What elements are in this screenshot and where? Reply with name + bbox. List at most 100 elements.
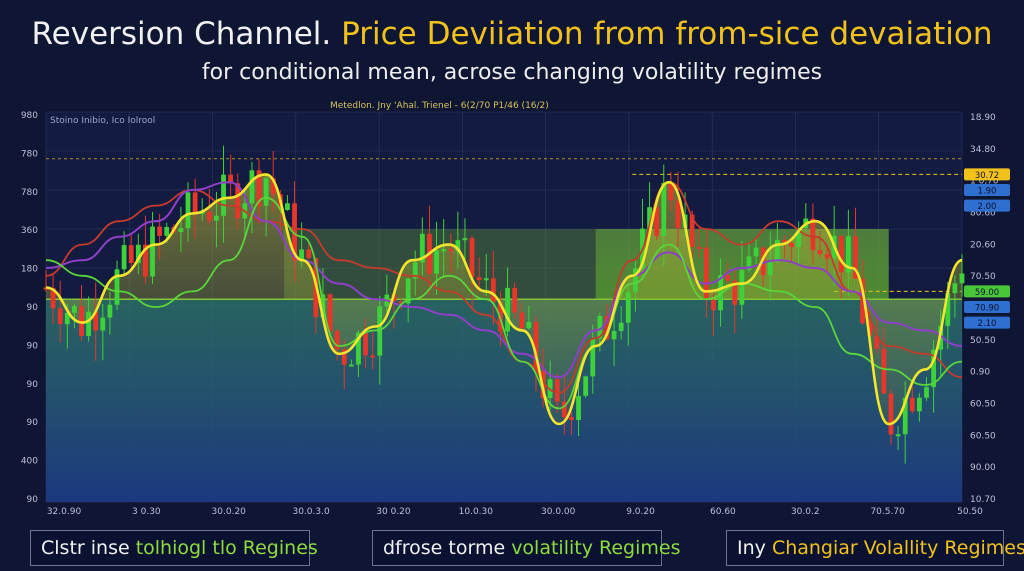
candle-body <box>285 203 290 211</box>
candle-body <box>150 226 155 277</box>
price-tag <box>964 168 1010 181</box>
candle-body <box>398 301 404 304</box>
mean-line <box>45 173 963 426</box>
y-left-tick: 90 <box>27 418 39 428</box>
candle-body <box>632 268 638 292</box>
candle-body <box>845 236 851 273</box>
legend-item-2: dfrose torme volatility Regimes <box>372 530 680 566</box>
candle-body <box>725 274 731 281</box>
candle-body <box>206 211 212 221</box>
chart-title-main: Reversion Channel. <box>31 16 332 52</box>
candle-body <box>128 245 134 264</box>
candle-body <box>647 207 652 229</box>
candle-body <box>945 293 951 326</box>
candle-body <box>334 330 340 350</box>
legend-item-2-plain: dfrose torme <box>383 537 512 559</box>
candle-body <box>554 379 560 402</box>
candle-body <box>348 364 354 367</box>
x-tick: 30.0.2 <box>791 507 820 517</box>
price-tag-label: 59.00 <box>975 288 999 298</box>
candle-body <box>72 306 77 313</box>
candle-body <box>448 249 454 252</box>
candle-body <box>249 170 255 204</box>
y-left-tick: 90 <box>27 495 39 505</box>
y-right-tick: 70.50 <box>970 272 996 282</box>
corner-label: Stoino Inibio, Ico Iolrool <box>50 116 155 126</box>
chart-title: Reversion Channel. Price Deviiation from… <box>0 16 1024 52</box>
y-left-tick: 180 <box>21 265 38 275</box>
candlesticks <box>43 145 965 464</box>
candle-body <box>895 434 901 437</box>
legend-item-1-plain: Clstr inse <box>41 537 136 559</box>
candle-body <box>157 226 163 236</box>
candle-body <box>93 311 99 331</box>
candle-body <box>902 397 908 435</box>
y-left-tick: 780 <box>21 188 38 198</box>
candle-body <box>50 288 56 309</box>
candle-body <box>299 249 305 261</box>
candle-body <box>199 211 205 214</box>
candle-body <box>164 227 170 236</box>
legend-item-1: Clstr inse tolhiogl tlo Regines <box>30 530 318 566</box>
candle-body <box>57 308 63 325</box>
candle-body <box>583 376 589 396</box>
candle-body <box>597 315 603 339</box>
candle-body <box>810 218 816 251</box>
candle-body <box>881 348 887 394</box>
candle-body <box>909 397 915 412</box>
candle-body <box>185 192 191 229</box>
candle-body <box>455 240 461 252</box>
candle-body <box>107 304 113 318</box>
axes: 980 780 780 360 180 90 90 90 90 400 90 18.90 34.80 1 … <box>21 111 1010 517</box>
y-right-tick: 20.60 <box>970 240 996 250</box>
candle-body <box>356 332 361 365</box>
candle-body <box>718 274 723 311</box>
candle-body <box>79 306 84 336</box>
legend-item-3-plain: Iny <box>737 537 772 559</box>
x-tick: 30 0.20 <box>376 507 411 517</box>
candle-body <box>476 277 482 281</box>
candle-body <box>590 338 596 377</box>
candle-body <box>789 243 794 247</box>
candle-body <box>519 312 525 329</box>
candle-body <box>64 312 70 325</box>
candle-body <box>874 335 880 349</box>
candle-body <box>505 287 510 332</box>
candle-body <box>100 317 106 331</box>
candle-body <box>327 294 333 331</box>
candle-body <box>306 249 312 259</box>
price-tag-label: 2.00 <box>978 202 997 212</box>
x-tick: 60.60 <box>710 507 736 517</box>
y-right-tick: 0.90 <box>970 368 990 378</box>
candle-body <box>604 315 610 340</box>
y-left-tick: 90 <box>27 341 39 351</box>
candle-body <box>469 238 475 278</box>
candle-body <box>561 401 567 418</box>
candle-body <box>952 283 958 294</box>
candle-body <box>228 174 234 184</box>
candle-body <box>675 200 681 228</box>
candle-body <box>888 393 894 435</box>
candle-body <box>711 300 716 311</box>
y-right-tick: 50.50 <box>970 336 996 346</box>
candle-body <box>419 233 425 263</box>
y-left-tick: 980 <box>21 111 38 121</box>
chart-title-accent: Price Deviiation from from-sice devaiati… <box>341 16 993 52</box>
candle-body <box>746 256 752 270</box>
y-right-tick: 10.70 <box>970 495 996 505</box>
candle-body <box>483 278 489 281</box>
x-tick: 32.0.90 <box>47 507 82 517</box>
x-tick: 10.0.30 <box>459 507 494 517</box>
candle-body <box>959 273 965 284</box>
chart-area: 980 780 780 360 180 90 90 90 90 400 90 18.90 34.80 1 … <box>0 100 1024 530</box>
y-left-tick: 90 <box>27 380 39 390</box>
y-right-tick: 60.50 <box>970 431 996 441</box>
candle-body <box>661 183 667 236</box>
legend-item-3-colored: Changiar Volallity Regimes <box>771 537 1024 559</box>
candle-body <box>256 170 262 206</box>
y-right-tick: 60.50 <box>970 400 996 410</box>
y-left-tick: 90 <box>27 303 39 313</box>
candle-body <box>838 235 844 273</box>
y-right-tick: 80.60 <box>970 209 996 219</box>
candle-body <box>782 239 787 244</box>
